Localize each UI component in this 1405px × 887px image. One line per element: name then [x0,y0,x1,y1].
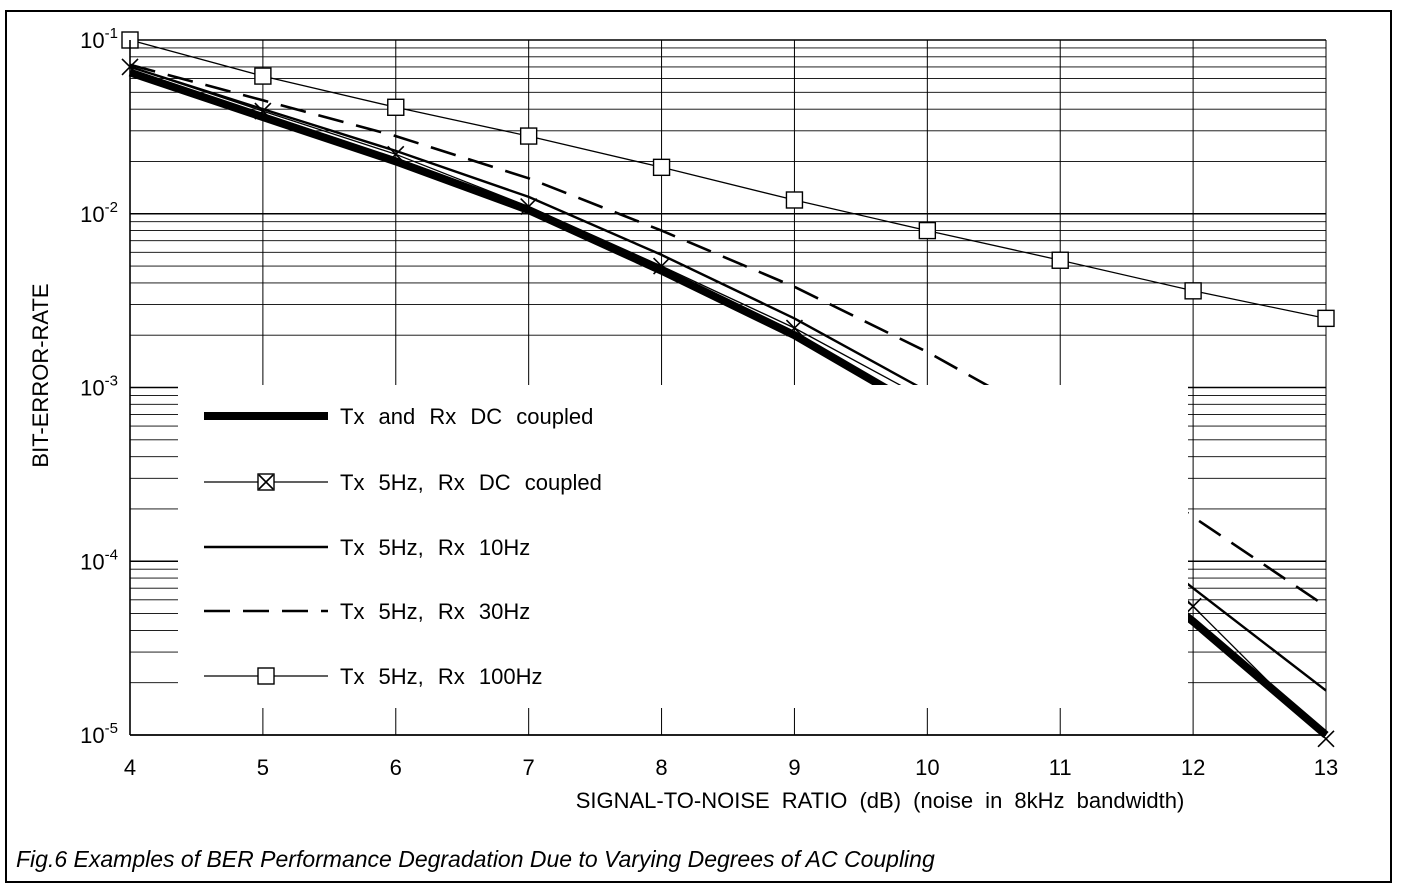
data-point [1317,730,1335,748]
data-point [652,257,671,275]
data-point [257,667,275,685]
y-tick-label: 10-1 [80,25,118,53]
x-tick-label: 11 [1049,755,1072,780]
data-point [258,474,274,490]
x-tick-label: 10 [915,755,939,780]
series-line [129,39,1327,320]
x-tick-label: 9 [788,755,800,780]
x-tick-label: 5 [257,755,269,780]
y-axis-label: BIT-ERROR-RATE [28,283,53,467]
y-tick-label: 10-2 [80,199,118,227]
data-point [1051,251,1069,269]
legend: Tx and Rx DC coupled Tx 5Hz, Rx DC couple… [178,385,1188,708]
x-tick-label: 4 [124,755,136,780]
data-point [785,319,804,337]
figure-frame [5,10,1392,883]
data-point [254,67,272,85]
axes: 4 5 6 7 8 9 10 11 12 13 10-1 10-2 10-3 10-4 10-5 SIGNAL… [28,25,1338,813]
data-point [387,98,405,116]
legend-label: Tx 5Hz, Rx 10Hz [340,535,530,560]
data-point [254,102,272,120]
data-point [387,145,405,163]
legend-label: Tx 5Hz, Rx 30Hz [340,599,530,624]
legend-label: Tx 5Hz, Rx 100Hz [340,664,543,689]
marker-stroke [258,474,274,490]
x-tick-label: 13 [1314,755,1338,780]
marker-stroke [520,197,538,216]
marker-stroke [254,102,272,120]
marker-stroke [387,145,405,163]
figure-caption: Fig.6 Examples of BER Performance Degrad… [16,846,935,872]
data-point [519,127,538,145]
data-point [1317,309,1335,328]
y-tick-label: 10-5 [80,720,118,748]
marker-stroke [1317,730,1335,748]
data-point [785,191,804,209]
data-point [652,158,671,177]
data-point [918,221,937,240]
y-tick-label: 10-4 [80,546,118,574]
legend-label: Tx 5Hz, Rx DC coupled [340,470,602,495]
legend-box [178,385,1188,708]
marker-stroke [785,319,804,337]
y-tick-label: 10-3 [80,373,118,401]
data-point [1184,282,1202,300]
series-line [129,63,1327,608]
legend-label: Tx and Rx DC coupled [340,404,593,429]
x-tick-label: 7 [523,755,535,780]
x-axis-label: SIGNAL-TO-NOISE RATIO (dB) (noise in 8kH… [576,788,1185,813]
x-tick-label: 6 [390,755,402,780]
marker-stroke [652,257,671,275]
data-point [520,197,538,216]
x-tick-label: 8 [655,755,667,780]
x-tick-label: 12 [1181,755,1205,780]
